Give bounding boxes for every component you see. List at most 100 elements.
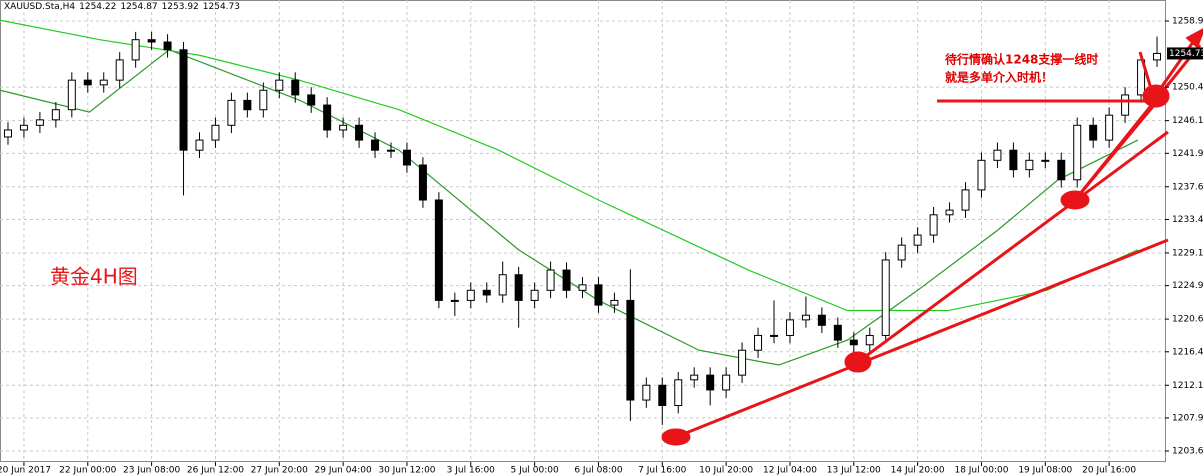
trend-line: [675, 238, 1169, 439]
watermark: 黄金4H图: [50, 265, 138, 289]
candle-body: [754, 334, 763, 351]
candle-body: [498, 274, 507, 296]
candle-body: [211, 124, 220, 141]
candle-body: [546, 269, 555, 291]
grid: [0, 0, 1165, 462]
candle-body: [977, 159, 986, 191]
candle-body: [291, 79, 300, 96]
candle-body: [323, 104, 332, 131]
x-tick-label: 10 Jul 20:00: [699, 466, 753, 476]
candles: [3, 31, 1162, 425]
x-tick-label: 26 Jun 12:00: [187, 466, 244, 476]
candle-body: [530, 289, 539, 301]
y-tick-label: 1203.65: [1172, 447, 1203, 457]
candle-body: [722, 374, 731, 391]
marker: [1060, 190, 1090, 210]
x-tick-label: 20 Jul 16:00: [1082, 466, 1136, 476]
y-tick-label: 1220.60: [1172, 315, 1203, 325]
candle-body: [690, 374, 699, 381]
y-tick-label: 1237.60: [1172, 182, 1203, 192]
candle-body: [99, 79, 108, 86]
axes: 1258.90 1250.40 1246.10 1241.90 1237.60 1233.…: [0, 16, 1203, 476]
candle-body: [674, 379, 683, 406]
candle-body: [179, 49, 188, 151]
x-tick-label: 13 Jul 12:00: [827, 466, 881, 476]
candle-body: [1025, 159, 1034, 171]
candle-body: [1057, 159, 1066, 181]
x-tick-label: 18 Jul 00:00: [954, 466, 1008, 476]
y-tick-label: 1246.10: [1172, 116, 1203, 126]
candle-body: [163, 41, 172, 51]
marker: [661, 428, 691, 446]
candle-body: [833, 324, 842, 341]
candle-body: [945, 209, 954, 216]
x-tick-label: 20 Jun 2017: [0, 466, 51, 476]
y-tick-label: 1241.90: [1172, 149, 1203, 159]
candle-body: [1089, 124, 1098, 141]
candle-body: [3, 129, 12, 138]
y-tick-label: 1212.10: [1172, 381, 1203, 391]
candle-body: [339, 124, 348, 131]
ohlc-value: 1254.87: [120, 2, 158, 12]
arrow-line: [1138, 51, 1154, 93]
candle-body: [450, 299, 459, 302]
candle-body: [434, 199, 443, 301]
candle-body: [642, 384, 651, 401]
candle-body: [195, 139, 204, 151]
candle-body: [817, 314, 826, 326]
candle-body: [785, 319, 794, 336]
candle-body: [610, 299, 619, 306]
candle-body: [993, 149, 1002, 161]
candle-body: [482, 289, 491, 296]
x-tick-label: 7 Jul 16:00: [638, 466, 687, 476]
candle-body: [1105, 114, 1114, 141]
candle-body: [307, 94, 316, 106]
plot-frame: [0, 0, 1166, 462]
symbol: XAUUSD.Sta,H4: [4, 2, 76, 12]
y-tick-label: 1258.90: [1172, 16, 1203, 26]
candle-body: [83, 79, 92, 86]
x-tick-label: 6 Jul 08:00: [574, 466, 623, 476]
candle-body: [386, 149, 395, 152]
header: XAUUSD.Sta,H4 1254.22 1254.87 1253.92 1254.7…: [4, 2, 244, 12]
y-tick-label: 1207.90: [1172, 413, 1203, 423]
candle-body: [355, 124, 364, 141]
ohlc-value: 1253.92: [161, 2, 199, 12]
candle-body: [19, 124, 28, 131]
candle-body: [770, 334, 779, 337]
candle-body: [1041, 159, 1050, 162]
candle-body: [418, 164, 427, 201]
candle-body: [881, 259, 890, 336]
y-tick-label: 1233.40: [1172, 215, 1203, 225]
candle-body: [961, 189, 970, 211]
moving-average: [0, 49, 1139, 366]
candle-body: [1153, 52, 1162, 61]
x-tick-label: 29 Jun 04:00: [315, 466, 372, 476]
candle-body: [35, 119, 44, 126]
candle-body: [371, 139, 380, 151]
candle-body: [897, 244, 906, 261]
candle-body: [514, 274, 523, 301]
y-tick-label: 1229.10: [1172, 248, 1203, 258]
x-tick-label: 19 Jul 08:00: [1018, 466, 1072, 476]
candle-body: [51, 109, 60, 121]
x-tick-label: 12 Jul 04:00: [763, 466, 817, 476]
x-tick-label: 22 Jun 00:00: [59, 466, 116, 476]
price-label: 1254.73: [1169, 49, 1203, 59]
y-tick-label: 1250.40: [1172, 83, 1203, 93]
x-tick-label: 27 Jun 20:00: [251, 466, 308, 476]
candle-body: [67, 79, 76, 111]
candle-body: [466, 289, 475, 301]
y-tick-label: 1224.90: [1172, 281, 1203, 291]
ohlc-value: 1254.22: [79, 2, 117, 12]
candle-body: [227, 99, 236, 126]
candle-body: [1121, 94, 1130, 116]
candle-body: [147, 39, 156, 43]
arrow-line: [1156, 34, 1200, 93]
price-box: [1167, 47, 1203, 60]
y-tick-label: 1216.40: [1172, 347, 1203, 357]
candle-body: [115, 59, 124, 81]
candle-body: [706, 374, 715, 391]
